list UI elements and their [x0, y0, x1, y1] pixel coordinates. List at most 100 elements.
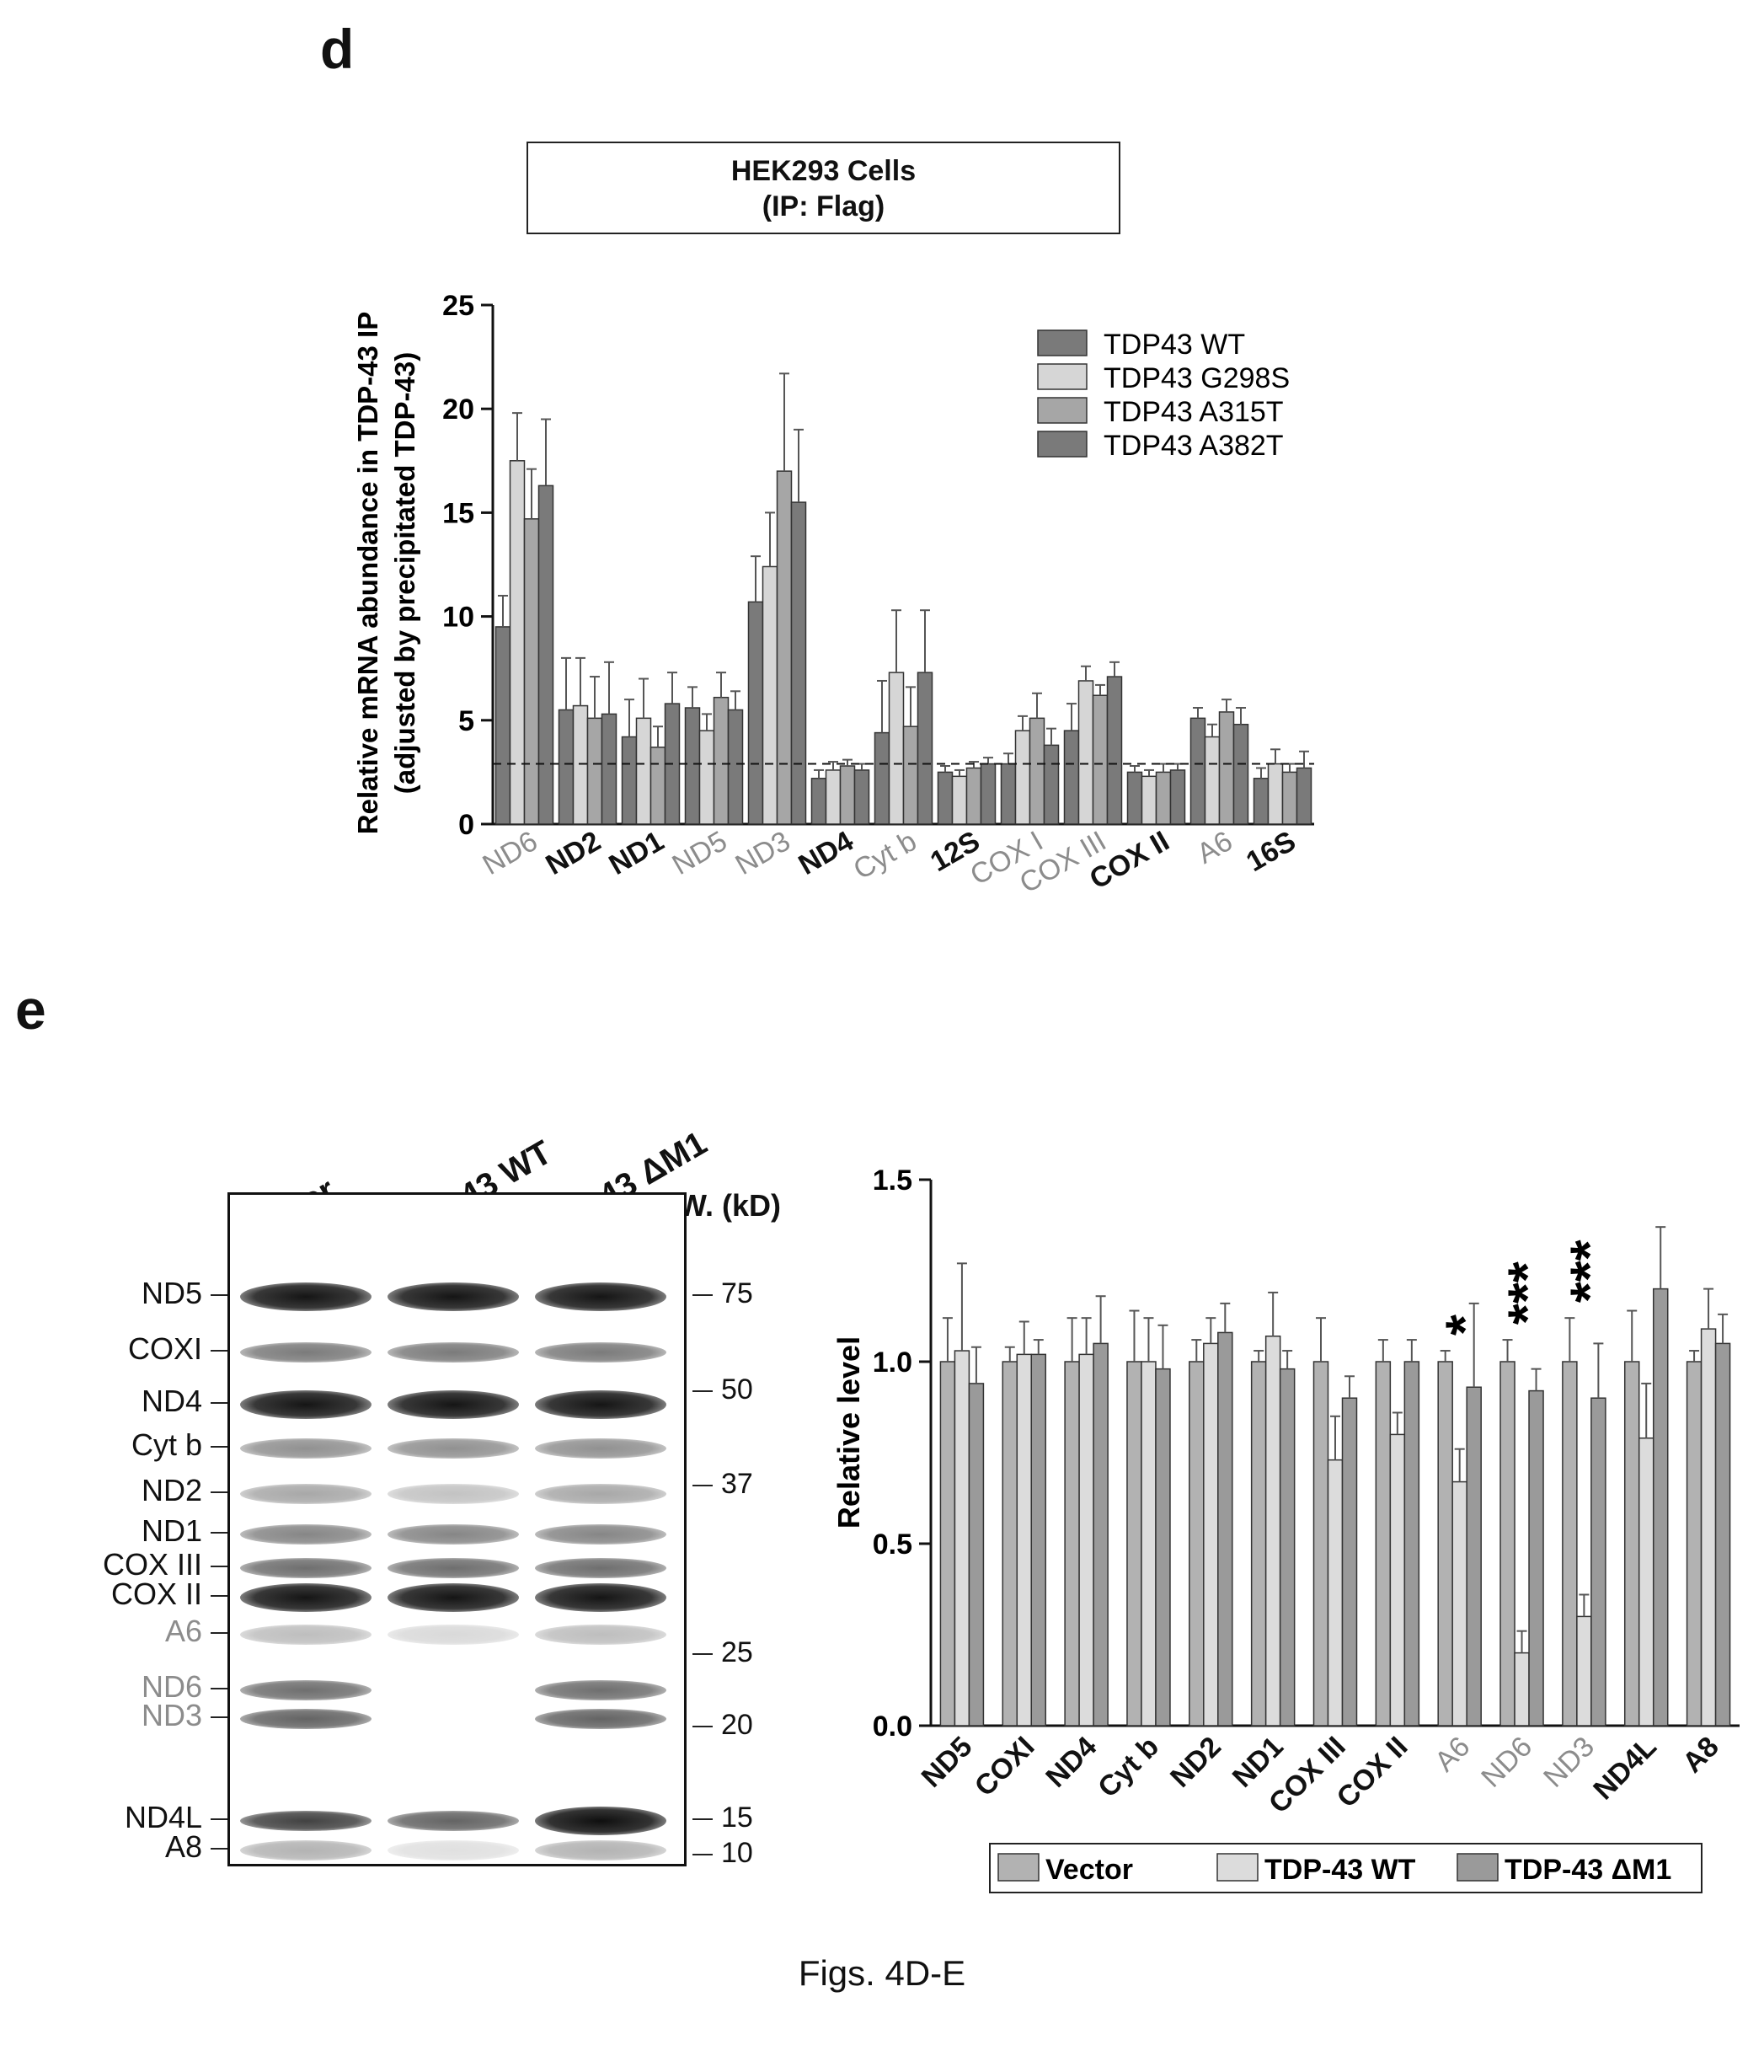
- blot-band: [240, 1840, 372, 1861]
- blot-band: [388, 1390, 519, 1419]
- panel-d-title-box: HEK293 Cells (IP: Flag): [527, 142, 1120, 234]
- panel-d-title-line1: HEK293 Cells: [730, 155, 917, 187]
- bar: [1093, 1342, 1109, 1727]
- blot-band-label: ND4: [141, 1384, 202, 1418]
- figure-caption: Figs. 4D-E: [798, 1953, 966, 1993]
- bar: [968, 1383, 985, 1727]
- mw-tick: [692, 1653, 713, 1655]
- bar: [1126, 1361, 1142, 1727]
- bar: [1217, 1331, 1233, 1727]
- bar: [1155, 1368, 1171, 1727]
- legend-box: [989, 1843, 1703, 1893]
- blot-band: [388, 1484, 519, 1504]
- y-tick-label: 20: [442, 394, 474, 426]
- bar: [1466, 1386, 1482, 1727]
- blot-band-tick: [211, 1350, 227, 1352]
- bar: [1499, 1361, 1515, 1727]
- blot-band: [388, 1282, 519, 1311]
- blot-band: [388, 1438, 519, 1459]
- mw-label: 10: [721, 1837, 753, 1869]
- x-tick-label: COXI: [969, 1731, 1041, 1803]
- blot-band: [535, 1524, 666, 1545]
- bar: [1341, 1397, 1358, 1727]
- x-tick-label: ND4L: [1587, 1731, 1663, 1807]
- mw-tick: [692, 1294, 713, 1296]
- bar: [939, 1361, 956, 1727]
- bar: [1700, 1328, 1717, 1727]
- blot-band: [535, 1282, 666, 1311]
- blot-band: [535, 1840, 666, 1861]
- blot-band-tick: [211, 1446, 227, 1448]
- blot-band-label: ND3: [141, 1698, 202, 1732]
- bar: [1562, 1361, 1578, 1727]
- blot-band-tick: [211, 1595, 227, 1597]
- bar: [1030, 1353, 1047, 1727]
- y-tick-label: 0: [458, 809, 474, 841]
- blot-band: [240, 1282, 372, 1311]
- significance-label: *: [1435, 1314, 1495, 1336]
- mw-tick: [692, 1854, 713, 1855]
- blot-band: [388, 1625, 519, 1645]
- legend-swatch: [1037, 363, 1088, 390]
- blot-band-label: ND1: [141, 1513, 202, 1548]
- blot-band: [535, 1484, 666, 1504]
- legend-label: TDP43 G298S: [1104, 362, 1290, 394]
- mw-tick: [692, 1726, 713, 1727]
- bar: [1623, 1361, 1640, 1727]
- blot-band: [535, 1625, 666, 1645]
- bar: [1064, 1361, 1080, 1727]
- legend-label: TDP43 A382T: [1104, 430, 1284, 462]
- x-tick-label: A6: [1429, 1731, 1476, 1778]
- y-tick-label: 0.5: [873, 1529, 912, 1561]
- bar: [1141, 1361, 1157, 1727]
- blot-band: [240, 1524, 372, 1545]
- legend-swatch: [997, 1853, 1040, 1882]
- mw-tick: [692, 1485, 713, 1486]
- blot-band-tick: [211, 1688, 227, 1689]
- y-tick-label: 0.0: [873, 1711, 912, 1743]
- blot-band-tick: [211, 1566, 227, 1567]
- western-blot-image: [227, 1192, 687, 1866]
- x-tick-label: COX II: [1330, 1731, 1414, 1814]
- blot-band-tick: [211, 1632, 227, 1634]
- blot-band: [240, 1680, 372, 1700]
- x-tick-label: A8: [1676, 1731, 1725, 1780]
- blot-band: [535, 1342, 666, 1363]
- legend-swatch: [1037, 397, 1088, 424]
- y-axis-label-2: (adjusted by precipitated TDP-43): [389, 352, 420, 794]
- blot-band: [240, 1390, 372, 1419]
- y-tick-label: 15: [442, 497, 474, 529]
- bar: [1389, 1433, 1406, 1727]
- blot-band-label: ND2: [141, 1473, 202, 1507]
- bar: [1652, 1288, 1669, 1727]
- bar: [1189, 1361, 1205, 1727]
- blot-band-label: COXI: [127, 1331, 202, 1366]
- blot-band-label: COX III: [102, 1547, 202, 1582]
- blot-band-tick: [211, 1491, 227, 1493]
- legend-swatch: [1037, 329, 1088, 356]
- blot-band: [240, 1811, 372, 1831]
- bar: [1203, 1342, 1219, 1727]
- panel-d-title-line2: (IP: Flag): [762, 190, 885, 222]
- bar: [1078, 1353, 1094, 1727]
- blot-band: [240, 1438, 372, 1459]
- legend-label: TDP43 A315T: [1104, 396, 1284, 428]
- bar: [1576, 1615, 1592, 1727]
- legend-swatch: [1037, 431, 1088, 458]
- mw-label: 25: [721, 1636, 753, 1668]
- blot-band: [388, 1342, 519, 1363]
- y-tick-label: 1.5: [873, 1164, 912, 1197]
- bar: [1327, 1459, 1344, 1727]
- bar: [1016, 1353, 1033, 1727]
- blot-band: [388, 1840, 519, 1861]
- legend-label: TDP-43 ΔM1: [1505, 1854, 1671, 1886]
- x-tick-label: ND6: [1475, 1731, 1538, 1794]
- chart-d: 0 5 10 15 20 25 Relative mRNA abundance in TDP…: [352, 290, 1314, 900]
- bar: [1638, 1437, 1654, 1727]
- significance-label: ***: [1558, 1239, 1619, 1303]
- mw-label: 50: [721, 1373, 753, 1405]
- blot-band-tick: [211, 1818, 227, 1820]
- blot-band: [240, 1583, 372, 1612]
- bar: [1403, 1361, 1420, 1727]
- significance-label: ***: [1497, 1261, 1558, 1325]
